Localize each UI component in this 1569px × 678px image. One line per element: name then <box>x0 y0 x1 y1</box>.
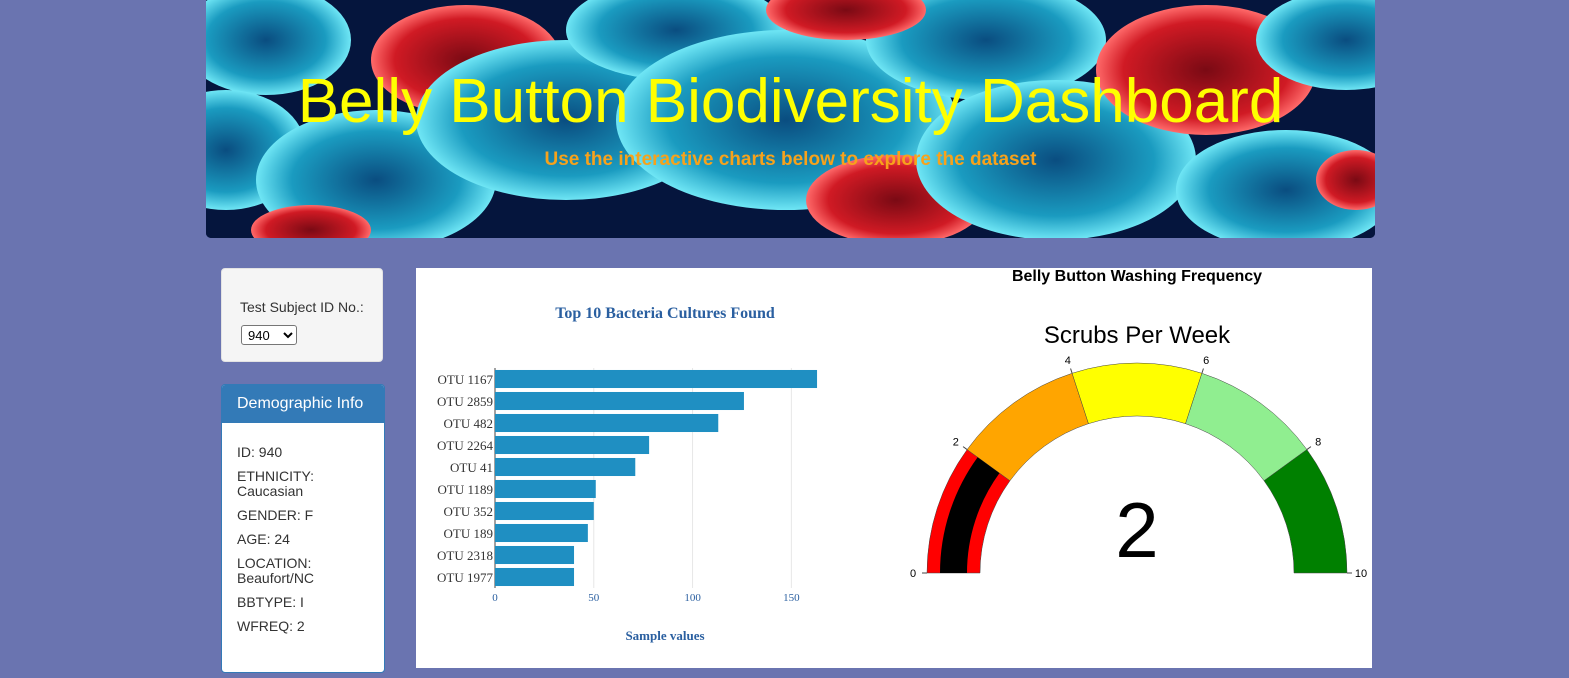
bar[interactable] <box>495 523 588 543</box>
gauge-subtitle: Scrubs Per Week <box>1044 322 1231 349</box>
gauge-band <box>1071 362 1203 424</box>
demo-wfreq: WFREQ: 2 <box>237 618 305 634</box>
gauge-tick-label: 2 <box>953 436 959 448</box>
bar-chart-x-ticks: 0 50 100 150 <box>492 592 800 604</box>
bar[interactable] <box>495 369 818 389</box>
gauge-tick <box>962 446 968 450</box>
subject-id-label: Test Subject ID No.: <box>240 299 364 315</box>
gauge-tick-label: 10 <box>1355 568 1367 580</box>
gauge-value-bar <box>940 457 1000 573</box>
subject-id-select[interactable]: 940 <box>241 325 297 345</box>
bar-chart-bars <box>495 369 818 587</box>
demographic-panel: Demographic Info ID: 940 ETHNICITY: Cauc… <box>221 384 385 673</box>
gauge-tick <box>1070 368 1073 374</box>
bar-chart-x-label: Sample values <box>625 628 704 643</box>
bacteria-background-image <box>206 0 1375 238</box>
gauge-tick-label: 6 <box>1203 355 1209 367</box>
bar[interactable] <box>495 501 594 521</box>
gauge-value-number: 2 <box>1115 486 1158 574</box>
bar-x-tick-label: 50 <box>588 592 600 604</box>
subject-selector-well: Test Subject ID No.: 940 <box>221 268 383 362</box>
bar-category-label: OTU 482 <box>444 416 493 431</box>
gauge-tick <box>1306 446 1312 450</box>
bar[interactable] <box>495 435 650 455</box>
demo-gender: GENDER: F <box>237 507 314 523</box>
demo-location: LOCATION: Beaufort/NC <box>237 555 315 586</box>
bar-category-label: OTU 2318 <box>437 548 493 563</box>
gauge-tick <box>1201 368 1204 374</box>
bar-x-tick-label: 100 <box>684 592 701 604</box>
bar-category-label: OTU 352 <box>444 504 493 519</box>
bar-x-tick-label: 150 <box>783 592 800 604</box>
charts-card: Top 10 Bacteria Cultures Found OTU 1167 O… <box>416 268 1372 668</box>
bar-category-label: OTU 1977 <box>437 570 493 585</box>
charts-svg: Top 10 Bacteria Cultures Found OTU 1167O… <box>437 268 1367 643</box>
demo-bbtype: BBTYPE: I <box>237 594 304 610</box>
bar-category-label: OTU 189 <box>444 526 493 541</box>
gauge-bands <box>926 362 1348 574</box>
gauge-title: Belly Button Washing Frequency <box>1012 268 1262 285</box>
gauge-ticks: 0 2 4 6 8 10 <box>910 355 1367 580</box>
bar[interactable] <box>495 391 744 411</box>
demographic-panel-title: Demographic Info <box>222 385 384 423</box>
gauge-tick-label: 0 <box>910 568 916 580</box>
demo-age: AGE: 24 <box>237 531 290 547</box>
bar[interactable] <box>495 413 719 433</box>
gauge-tick-label: 4 <box>1065 355 1071 367</box>
demo-id: ID: 940 <box>237 444 283 460</box>
page-subtitle: Use the interactive charts below to expl… <box>544 149 1037 170</box>
demographic-info-list: ID: 940 ETHNICITY: Caucasian GENDER: F A… <box>222 423 384 634</box>
header-banner: Belly Button Biodiversity Dashboard Use … <box>206 0 1375 238</box>
demo-ethnicity: ETHNICITY: Caucasian <box>237 468 315 499</box>
bar-chart-category-labels: OTU 1167 OTU 2859 OTU 482 OTU 2264 OTU 41 OTU… <box>437 372 493 585</box>
bar-x-tick-label: 0 <box>492 592 498 604</box>
bar-category-label: OTU 1167 <box>438 372 494 387</box>
bar-chart-title: Top 10 Bacteria Cultures Found <box>555 305 775 322</box>
bar-category-label: OTU 2264 <box>437 438 493 453</box>
bar[interactable] <box>495 567 575 587</box>
bar[interactable] <box>495 479 596 499</box>
bar-category-label: OTU 41 <box>450 460 493 475</box>
gauge-band <box>1263 449 1348 574</box>
gauge-bar <box>940 457 1000 573</box>
bar-category-label: OTU 1189 <box>438 482 494 497</box>
gauge-tick-label: 8 <box>1315 436 1321 448</box>
bar[interactable] <box>495 457 636 477</box>
page-title: Belly Button Biodiversity Dashboard <box>297 67 1284 136</box>
bar[interactable] <box>495 545 575 565</box>
bar-category-label: OTU 2859 <box>437 394 493 409</box>
